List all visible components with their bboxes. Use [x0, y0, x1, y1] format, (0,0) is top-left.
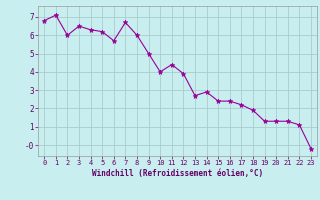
X-axis label: Windchill (Refroidissement éolien,°C): Windchill (Refroidissement éolien,°C): [92, 169, 263, 178]
